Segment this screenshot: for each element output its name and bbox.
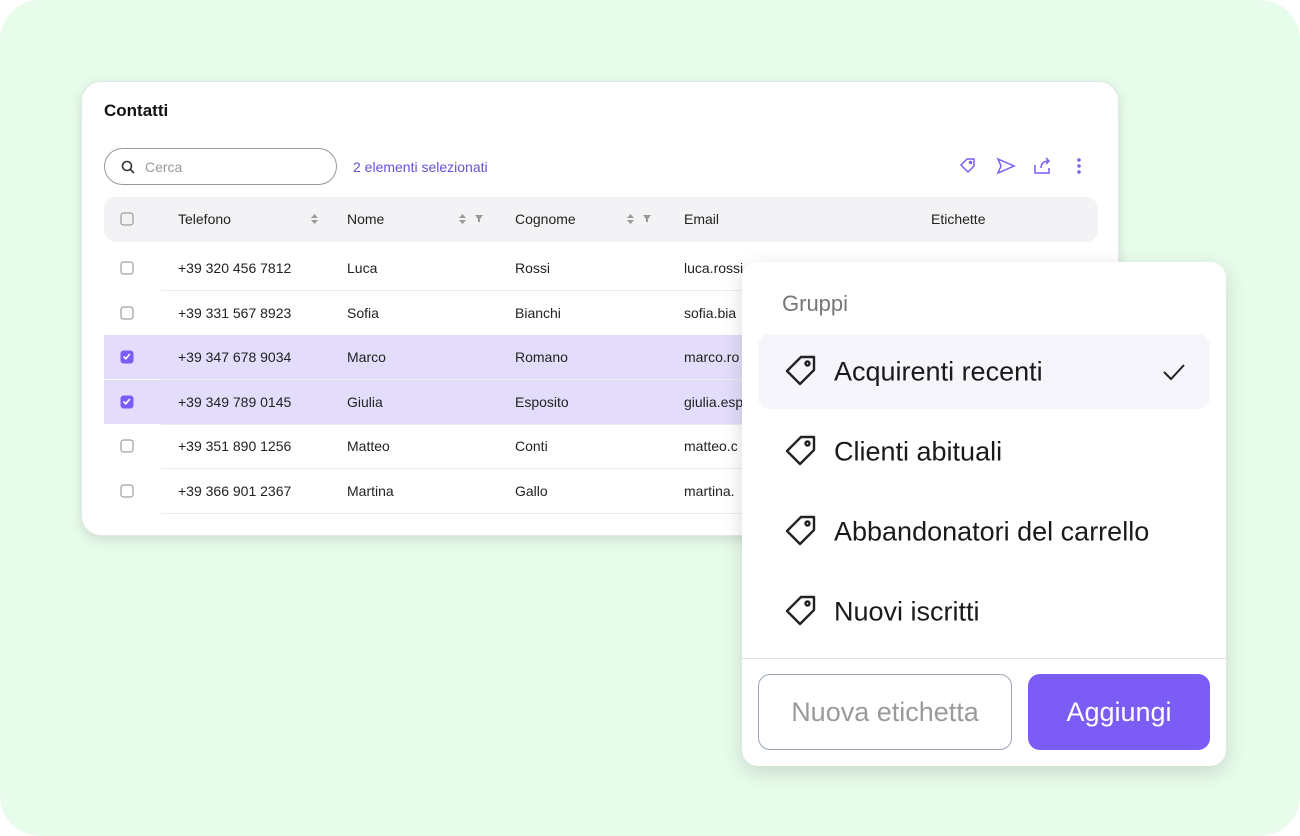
labels-popup: Gruppi Nuova etichetta Aggiungi Acquiren… [742,262,1226,766]
row-checkbox[interactable] [120,306,134,320]
cell: Giulia [347,393,383,410]
divider [742,658,1226,659]
cell: Bianchi [515,304,561,321]
sort-icon[interactable] [458,212,488,226]
cell: Martina [347,483,394,499]
selection-status: 2 elementi selezionati [353,159,488,175]
cell: marco.ro [684,349,740,366]
cell: +39 331 567 8923 [178,304,292,321]
cell: Gallo [515,483,548,499]
row-checkbox[interactable] [120,395,134,409]
cell: +39 347 678 9034 [178,349,292,366]
menu-item[interactable]: Abbandonatori del carrello [758,494,1210,569]
cell: +39 349 789 0145 [178,393,292,410]
row-separator [161,290,1098,291]
search-box[interactable]: Cerca [104,148,337,185]
cell: Luca [347,260,378,276]
row-separator [161,513,1098,514]
popup-title: Gruppi [782,291,849,316]
row-checkbox[interactable] [120,439,134,453]
cell: matteo.c [684,438,738,455]
table-header [104,197,1098,242]
menu-item[interactable]: Clienti abituali [758,414,1210,489]
title: Contatti [104,101,169,120]
cell: Rossi [515,260,551,276]
row-checkbox[interactable] [120,350,134,364]
column-header: Nome [347,211,385,227]
row-separator [161,334,1098,336]
menu-item[interactable]: Nuovi iscritti [758,574,1210,649]
cell: luca.rossi [684,260,744,276]
row-checkbox[interactable] [120,484,134,498]
add-button[interactable]: Aggiungi [1028,674,1210,750]
row-separator [161,423,1098,425]
column-header: Cognome [515,211,576,227]
sort-icon[interactable] [626,212,656,226]
column-header: Telefono [178,211,231,227]
cell: Esposito [515,393,569,410]
row-separator [161,379,1098,381]
cell: Marco [347,349,386,366]
cell: +39 351 890 1256 [178,438,292,455]
header-checkbox[interactable] [120,212,134,226]
cell: giulia.esp [684,393,744,410]
check-icon [1163,364,1185,381]
menu-item-label: Abbandonatori del carrello [834,516,1150,546]
cell: martina. [684,483,735,499]
sort-icon[interactable] [310,212,340,226]
cell: sofia.bia [684,304,737,321]
menu-item-label: Acquirenti recenti [834,356,1043,386]
search-placeholder: Cerca [145,159,183,175]
column-header: Etichette [931,211,986,227]
cell: +39 320 456 7812 [178,260,292,276]
cell: Romano [515,349,568,366]
row-checkbox[interactable] [120,261,134,275]
new-label-button[interactable]: Nuova etichetta [758,674,1012,750]
search-icon [121,160,135,174]
toolbar-icons[interactable] [958,156,1088,176]
cell: Matteo [347,438,390,455]
row-separator [161,468,1098,470]
menu-item-label: Clienti abituali [834,436,1003,466]
menu-item[interactable]: Acquirenti recenti [758,334,1210,409]
cell: Sofia [347,304,379,321]
column-header: Email [684,211,720,227]
menu-item-label: Nuovi iscritti [834,596,980,626]
cell: +39 366 901 2367 [178,483,292,499]
cell: Conti [515,438,548,455]
